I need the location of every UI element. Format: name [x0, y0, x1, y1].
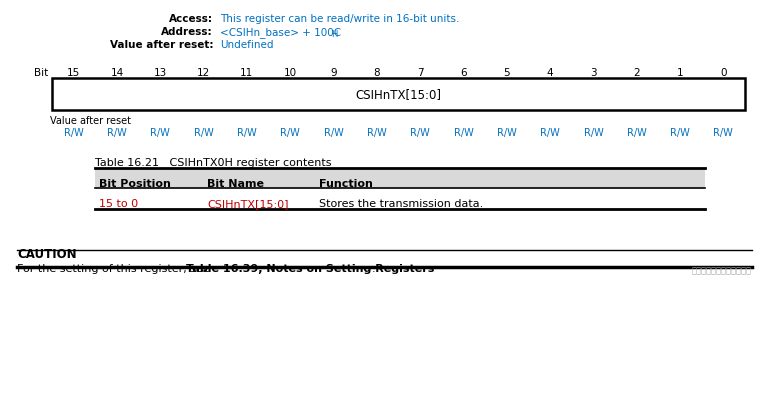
- Text: R/W: R/W: [237, 128, 257, 138]
- Text: 10: 10: [284, 68, 297, 78]
- Text: CAUTION: CAUTION: [17, 248, 77, 261]
- Bar: [52, 78, 745, 110]
- Text: H: H: [331, 30, 338, 39]
- Text: Access:: Access:: [169, 14, 213, 24]
- Text: 公众号：汽车电子学习笔记: 公众号：汽车电子学习笔记: [692, 266, 752, 275]
- Text: Table 16.39, Notes on Setting Registers: Table 16.39, Notes on Setting Registers: [186, 264, 434, 274]
- Text: R/W: R/W: [324, 128, 344, 138]
- Text: R/W: R/W: [151, 128, 170, 138]
- Text: R/W: R/W: [670, 128, 690, 138]
- Text: R/W: R/W: [107, 128, 127, 138]
- Text: R/W: R/W: [367, 128, 387, 138]
- Text: 15 to 0: 15 to 0: [99, 199, 138, 209]
- Text: 12: 12: [197, 68, 210, 78]
- Text: CSIHnTX[15:0]: CSIHnTX[15:0]: [207, 199, 288, 209]
- Text: 15: 15: [67, 68, 80, 78]
- Text: R/W: R/W: [64, 128, 84, 138]
- Text: <CSIHn_base> + 100C: <CSIHn_base> + 100C: [220, 27, 341, 38]
- Text: Table 16.21   CSIHnTX0H register contents: Table 16.21 CSIHnTX0H register contents: [95, 158, 331, 168]
- Text: 13: 13: [154, 68, 167, 78]
- Text: R/W: R/W: [454, 128, 474, 138]
- Text: 11: 11: [240, 68, 254, 78]
- Text: R/W: R/W: [194, 128, 214, 138]
- Bar: [95, 168, 705, 188]
- Text: R/W: R/W: [714, 128, 733, 138]
- Text: 5: 5: [504, 68, 510, 78]
- Text: Bit Name: Bit Name: [207, 179, 264, 189]
- Text: 7: 7: [417, 68, 424, 78]
- Text: This register can be read/write in 16-bit units.: This register can be read/write in 16-bi…: [220, 14, 459, 24]
- Text: 9: 9: [330, 68, 337, 78]
- Text: Bit: Bit: [34, 68, 48, 78]
- Text: 1: 1: [677, 68, 684, 78]
- Text: Stores the transmission data.: Stores the transmission data.: [319, 199, 483, 209]
- Text: Undefined: Undefined: [220, 40, 274, 50]
- Text: 2: 2: [634, 68, 640, 78]
- Text: .: .: [371, 264, 375, 274]
- Text: R/W: R/W: [411, 128, 430, 138]
- Text: Bit Position: Bit Position: [99, 179, 171, 189]
- Text: Value after reset: Value after reset: [50, 116, 131, 126]
- Text: 6: 6: [460, 68, 467, 78]
- Text: 0: 0: [720, 68, 727, 78]
- Text: R/W: R/W: [540, 128, 560, 138]
- Text: Function: Function: [319, 179, 373, 189]
- Text: 14: 14: [110, 68, 124, 78]
- Text: R/W: R/W: [627, 128, 647, 138]
- Text: R/W: R/W: [281, 128, 300, 138]
- Text: Value after reset:: Value after reset:: [109, 40, 213, 50]
- Text: R/W: R/W: [497, 128, 517, 138]
- Text: 3: 3: [590, 68, 597, 78]
- Text: For the setting of this register, see: For the setting of this register, see: [17, 264, 213, 274]
- Text: CSIHnTX[15:0]: CSIHnTX[15:0]: [355, 88, 441, 102]
- Text: Address:: Address:: [161, 27, 213, 37]
- Text: 8: 8: [374, 68, 380, 78]
- Text: 4: 4: [547, 68, 554, 78]
- Text: R/W: R/W: [584, 128, 604, 138]
